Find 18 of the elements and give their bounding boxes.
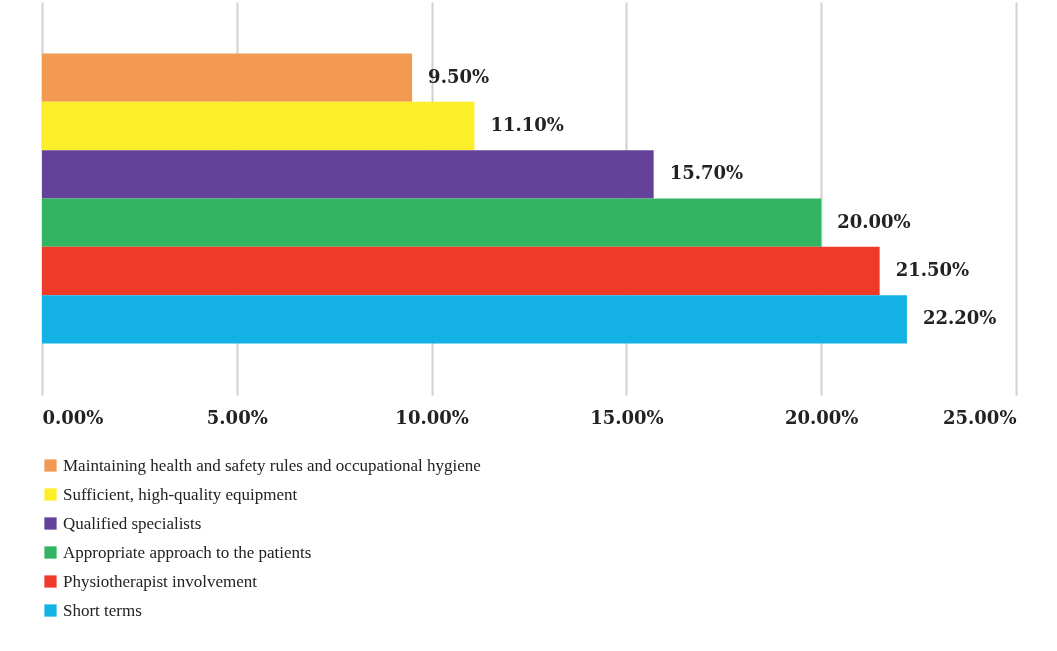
legend-label: Maintaining health and safety rules and occupational hygiene (63, 455, 481, 475)
x-tick-label: 0.00% (42, 406, 104, 428)
data-label: 21.50% (895, 258, 970, 280)
data-label: 9.50% (428, 65, 490, 87)
x-tick-label: 25.00% (943, 406, 1017, 428)
data-label: 20.00% (837, 210, 911, 232)
legend-label: Qualified specialists (63, 513, 202, 533)
x-tick-label: 20.00% (784, 406, 859, 428)
legend-label: Physiotherapist involvement (63, 571, 258, 591)
data-label: 11.10% (490, 114, 564, 136)
x-tick-label: 5.00% (206, 406, 268, 428)
legend-label: Short terms (63, 600, 142, 620)
x-tick-label: 15.00% (590, 406, 664, 428)
data-label: 22.20% (922, 307, 997, 329)
legend-label: Appropriate approach to the patients (63, 542, 312, 562)
legend-label: Sufficient, high-quality equipment (63, 484, 298, 504)
data-label: 15.70% (669, 162, 744, 184)
x-tick-label: 10.00% (395, 406, 469, 428)
